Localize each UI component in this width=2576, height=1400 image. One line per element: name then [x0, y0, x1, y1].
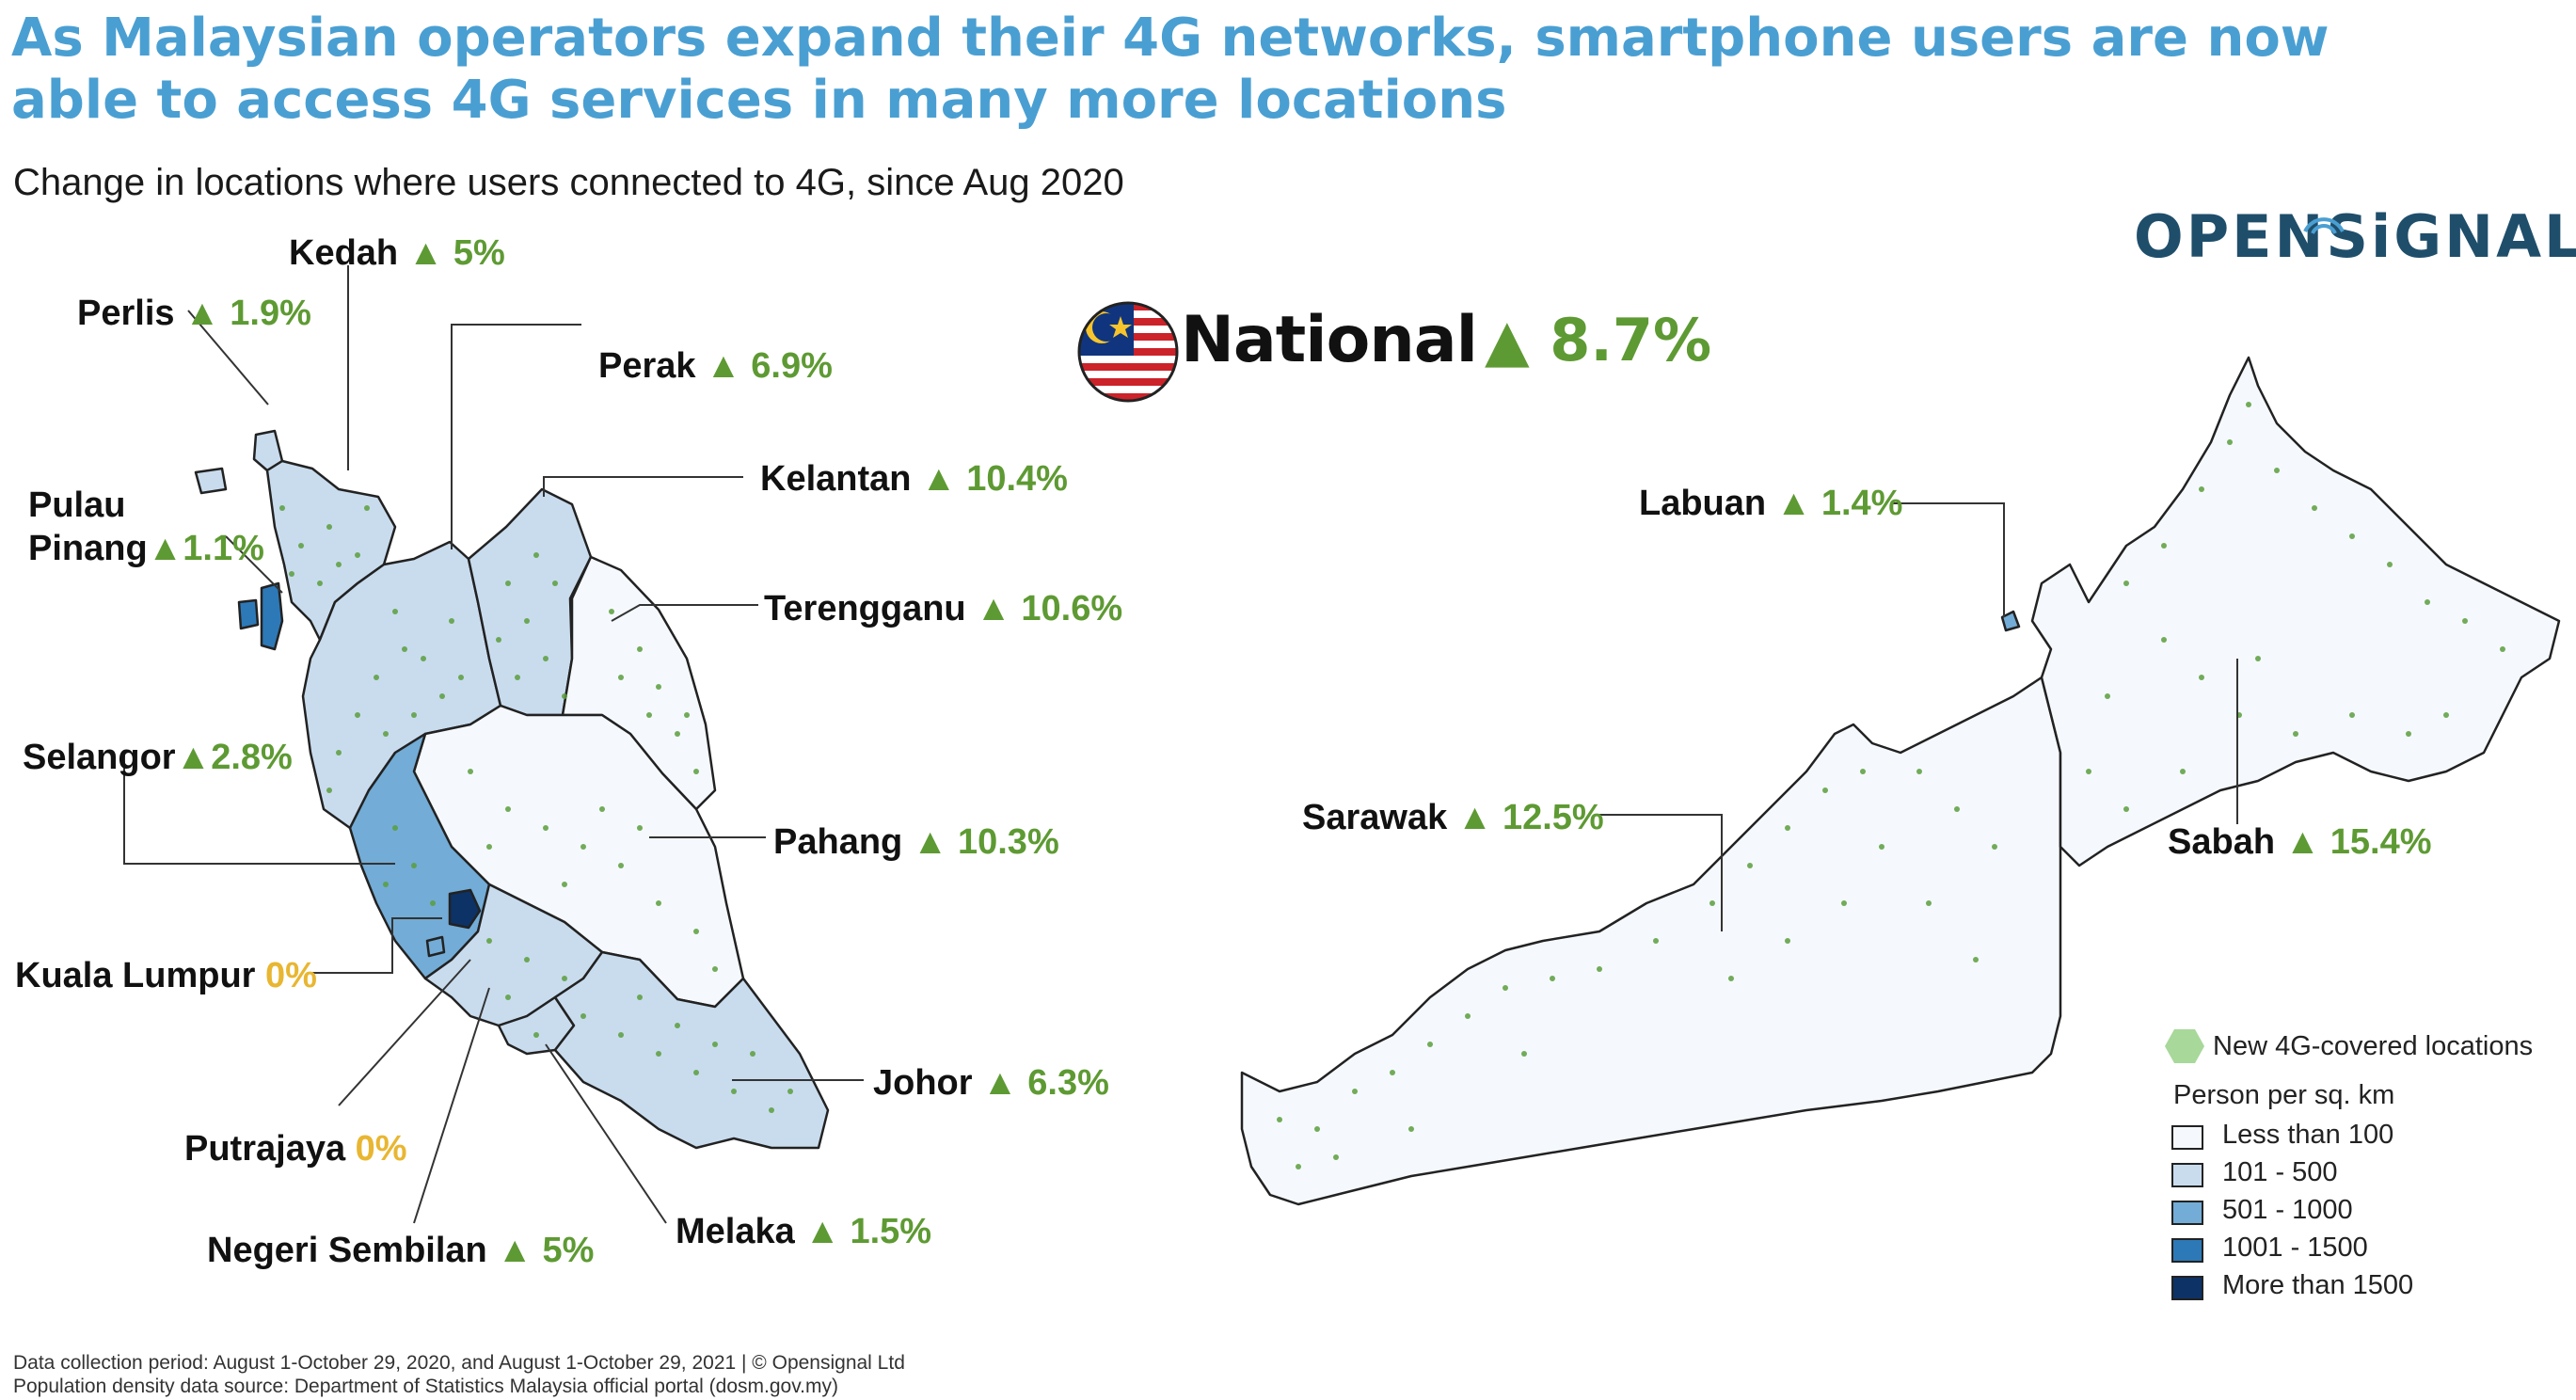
label-sabah: Sabah ▲ 15.4%: [2168, 820, 2432, 864]
chart-title: As Malaysian operators expand their 4G n…: [11, 8, 2330, 131]
legend-density-title: Person per sq. km: [2173, 1080, 2395, 1110]
region-labuan: [2000, 610, 2021, 632]
leader-perlis: [187, 310, 269, 406]
state-change: ▲2.8%: [175, 738, 293, 777]
label-johor: Johor ▲ 6.3%: [873, 1061, 1109, 1105]
state-change: ▲ 1.5%: [804, 1212, 932, 1251]
label-perak: Perak ▲ 6.9%: [598, 344, 833, 388]
state-name: Perlis: [77, 294, 175, 333]
legend-swatch: [2171, 1238, 2203, 1263]
leader-kelantan: [543, 476, 743, 497]
legend-points-label: New 4G-covered locations: [2213, 1031, 2534, 1061]
footer-line-2: Population density data source: Departme…: [13, 1376, 838, 1397]
label-terengganu: Terengganu ▲ 10.6%: [764, 587, 1122, 630]
state-change: ▲ 6.3%: [982, 1063, 1109, 1103]
state-name: Perak: [598, 346, 696, 386]
leader-terengganu: [611, 604, 758, 622]
state-change: ▲1.1%: [147, 529, 264, 568]
label-labuan: Labuan ▲ 1.4%: [1639, 482, 1902, 525]
label-perlis: Perlis ▲ 1.9%: [77, 292, 311, 335]
legend-item-label: 501 - 1000: [2222, 1195, 2353, 1225]
region-langkawi: [194, 467, 228, 495]
state-name: Labuan: [1639, 484, 1767, 523]
label-kuala-lumpur: Kuala Lumpur 0%: [15, 954, 317, 997]
state-name: Sarawak: [1302, 798, 1448, 837]
state-name: Selangor: [23, 738, 176, 777]
state-name: Johor: [873, 1063, 973, 1103]
label-pahang: Pahang ▲ 10.3%: [773, 820, 1059, 864]
state-name: Negeri Sembilan: [207, 1231, 487, 1270]
state-change: ▲ 10.4%: [921, 459, 1068, 499]
region-pangkor: [425, 935, 446, 958]
region-kuala-lumpur: [448, 888, 482, 930]
state-change: ▲ 12.5%: [1456, 798, 1604, 837]
legend-swatch: [2171, 1125, 2203, 1150]
leader-melaka: [545, 1043, 667, 1224]
leader-negeri-sembilan: [413, 987, 490, 1224]
legend-swatch: [2171, 1276, 2203, 1300]
label-kedah: Kedah ▲ 5%: [289, 231, 505, 275]
state-change: ▲ 15.4%: [2284, 822, 2432, 862]
national-value: ▲ 8.7%: [1484, 306, 1712, 374]
state-name: Pulau: [28, 485, 126, 525]
legend-item-label: More than 1500: [2222, 1270, 2414, 1300]
region-johor: [553, 950, 830, 1150]
legend-item-label: Less than 100: [2222, 1120, 2394, 1150]
region-sarawak: [1240, 676, 2062, 1206]
state-change: ▲ 5%: [497, 1231, 595, 1270]
label-sarawak: Sarawak ▲ 12.5%: [1302, 796, 1604, 839]
legend-swatch: [2171, 1201, 2203, 1225]
leader-selangor: [123, 756, 395, 865]
label-kelantan: Kelantan ▲ 10.4%: [760, 457, 1068, 501]
footer-line-1: Data collection period: August 1-October…: [13, 1352, 905, 1374]
leader-putrajaya: [338, 959, 471, 1106]
state-name: Pahang: [773, 822, 903, 862]
leader-perak: [451, 324, 581, 549]
region-sabah: [2030, 356, 2561, 867]
opensignal-logo: OPENSiGNAL: [2134, 202, 2576, 271]
state-change: ▲ 5%: [407, 233, 505, 273]
state-name: Kuala Lumpur: [15, 956, 256, 995]
leader-sarawak: [1599, 814, 1723, 931]
label-selangor: Selangor▲2.8%: [23, 736, 293, 779]
label-negeri-sembilan: Negeri Sembilan ▲ 5%: [207, 1229, 594, 1272]
legend-item-label: 1001 - 1500: [2222, 1233, 2368, 1263]
state-change: ▲ 10.6%: [976, 589, 1123, 628]
state-change: ▲ 1.4%: [1775, 484, 1903, 523]
state-name: Terengganu: [764, 589, 966, 628]
state-change: ▲ 1.9%: [184, 294, 311, 333]
leader-kuala-lumpur: [310, 917, 442, 974]
signal-icon: [2303, 217, 2345, 234]
legend-item-label: 101 - 500: [2222, 1157, 2338, 1187]
label-putrajaya: Putrajaya 0%: [184, 1127, 407, 1170]
state-name-line2: Pinang: [28, 529, 148, 568]
footer: Data collection period: August 1-October…: [13, 1351, 905, 1398]
state-change: 0%: [355, 1129, 407, 1169]
leader-labuan: [1893, 502, 2005, 617]
leader-pulau-pinang: [225, 535, 283, 594]
malaysia-flag-icon: [1077, 301, 1179, 403]
region-pulau-pinang-island: [237, 598, 260, 630]
state-name: Melaka: [676, 1212, 795, 1251]
state-change: ▲ 6.9%: [706, 346, 833, 386]
national-label: National: [1181, 303, 1478, 377]
national-change: National ▲ 8.7%: [1181, 303, 1711, 377]
legend-swatch: [2171, 1163, 2203, 1187]
state-name: Kelantan: [760, 459, 912, 499]
label-pulau-pinang: Pulau Pinang▲1.1%: [28, 484, 264, 570]
state-name: Kedah: [289, 233, 399, 273]
hexagon-icon: [2165, 1029, 2204, 1063]
region-pulau-pinang: [260, 581, 284, 651]
state-name: Sabah: [2168, 822, 2276, 862]
label-melaka: Melaka ▲ 1.5%: [676, 1210, 931, 1253]
state-change: ▲ 10.3%: [912, 822, 1059, 862]
chart-subtitle: Change in locations where users connecte…: [13, 162, 1124, 203]
state-name: Putrajaya: [184, 1129, 346, 1169]
state-change: 0%: [265, 956, 317, 995]
